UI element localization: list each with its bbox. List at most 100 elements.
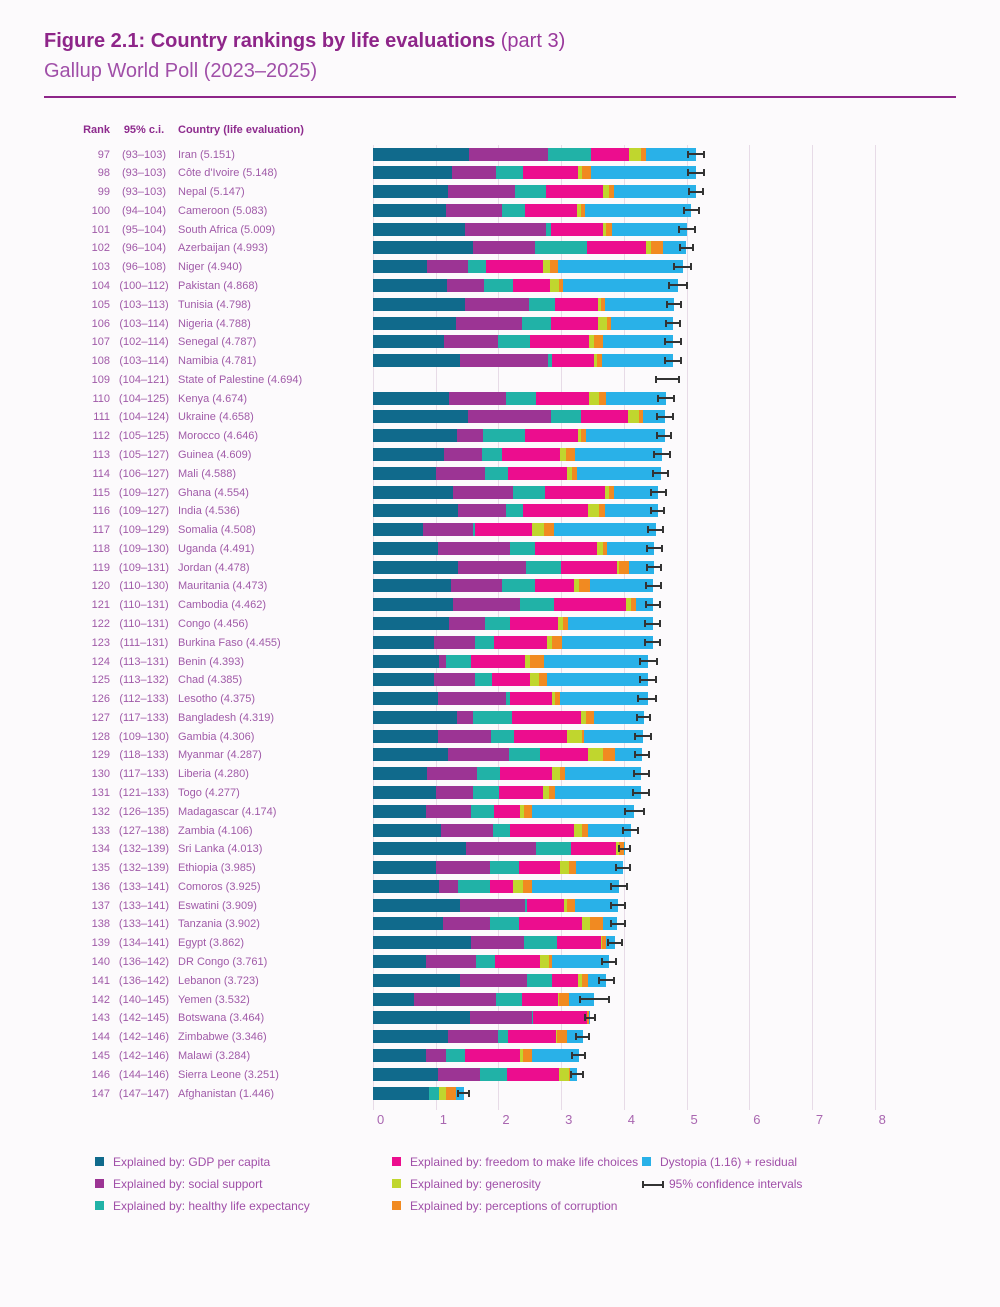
bar-segment-healthy [483, 278, 514, 292]
bar-segment-generosity [597, 541, 604, 555]
confidence-interval-whisker [665, 319, 682, 327]
bar-segment-dystopia [583, 729, 644, 743]
ci-cell: (118–133) [119, 749, 169, 762]
confidence-interval-whisker [646, 526, 665, 534]
bar-segment-corruption [524, 804, 533, 818]
bar-segment-corruption [551, 635, 563, 649]
whisker-line [579, 998, 610, 1001]
whisker-cap-right [690, 263, 693, 271]
whisker-cap-right [655, 657, 658, 665]
rank-cell: 140 [91, 956, 110, 969]
bar-segment-generosity [576, 203, 582, 217]
stacked-bar [373, 973, 607, 987]
confidence-interval-whisker [638, 676, 658, 684]
whisker-line [656, 415, 674, 418]
whisker-line [637, 697, 658, 700]
legend-item: Explained by: social support [95, 1177, 262, 1191]
legend-label: Explained by: healthy life expectancy [113, 1199, 310, 1213]
whisker-line [571, 1054, 587, 1057]
bar-segment-freedom [533, 1011, 587, 1025]
whisker-line [457, 1092, 470, 1094]
ci-cell: (142–145) [118, 1012, 170, 1025]
rank-cell: 97 [97, 148, 110, 161]
ci-cell: (117–133) [119, 768, 169, 781]
bar-segment-freedom [551, 973, 578, 987]
bar-segment-gdp [373, 635, 434, 649]
ci-cell: (136–142) [118, 974, 170, 987]
stacked-bar [373, 729, 644, 743]
rank-cell: 137 [91, 899, 110, 912]
confidence-interval-whisker [571, 1051, 587, 1059]
bar-segment-social [433, 673, 475, 687]
ci-cell: (132–139) [118, 843, 170, 856]
rank-cell: 143 [91, 1012, 110, 1025]
bar-segment-dystopia [562, 635, 653, 649]
rank-cell: 129 [91, 749, 110, 762]
country-cell: Eswatini (3.909) [178, 899, 257, 912]
bar-segment-corruption [603, 748, 615, 762]
whisker-cap-right [594, 1014, 597, 1022]
stacked-bar [373, 185, 696, 199]
bar-segment-social [414, 992, 496, 1006]
bar-segment-corruption [529, 654, 545, 668]
bar-segment-gdp [373, 692, 439, 706]
whisker-line [649, 509, 665, 512]
whisker-line [645, 547, 664, 550]
whisker-cap-right [623, 920, 626, 928]
bar-segment-corruption [572, 466, 577, 480]
stacked-bar [373, 203, 692, 217]
bar-segment-freedom [535, 579, 574, 593]
ci-cell: (95–104) [121, 223, 167, 236]
whisker-line [649, 491, 668, 494]
country-cell: South Africa (5.009) [178, 223, 276, 236]
bar-segment-social [433, 635, 476, 649]
rank-cell: 120 [91, 580, 110, 593]
bar-segment-generosity [598, 316, 608, 330]
whisker-cap-left [614, 864, 617, 872]
bar-segment-generosity [559, 1067, 570, 1081]
stacked-bar [373, 166, 696, 180]
bar-segment-generosity [604, 485, 610, 499]
bar-segment-healthy [505, 504, 523, 518]
bar-segment-dystopia [532, 804, 635, 818]
rank-cell: 110 [92, 392, 110, 405]
bar-segment-social [439, 654, 446, 668]
bar-segment-social [464, 297, 530, 311]
whisker-cap-left [656, 413, 659, 421]
whisker-line [687, 190, 704, 193]
bar-segment-generosity [438, 1086, 446, 1100]
bar-segment-gdp [373, 241, 474, 255]
rank-cell: 134 [91, 843, 110, 856]
bar-segment-gdp [373, 823, 442, 837]
whisker-cap-right [662, 1181, 664, 1188]
confidence-interval-whisker [618, 845, 631, 853]
bar-segment-healthy [473, 523, 476, 537]
country-cell: India (4.536) [178, 505, 240, 518]
country-cell: Liberia (4.280) [178, 768, 249, 781]
bar-segment-healthy [551, 410, 581, 424]
ci-cell: (109–130) [118, 542, 170, 555]
bar-segment-freedom [551, 354, 595, 368]
bar-segment-social [436, 861, 490, 875]
rank-cell: 106 [91, 317, 110, 330]
whisker-cap-left [656, 432, 659, 440]
stacked-bar [373, 992, 595, 1006]
bar-segment-gdp [373, 391, 449, 405]
whisker-line [678, 246, 694, 249]
bar-segment-freedom [475, 523, 533, 537]
bar-segment-freedom [540, 748, 589, 762]
whisker-cap-right [588, 1033, 591, 1041]
confidence-interval-whisker [639, 657, 658, 665]
whisker-cap-left [668, 281, 671, 289]
bar-segment-gdp [373, 523, 423, 537]
ci-cell: (117–133) [119, 711, 169, 724]
bar-segment-dystopia [575, 447, 662, 461]
bar-segment-dystopia [642, 410, 666, 424]
bar-segment-freedom [492, 673, 530, 687]
bar-segment-healthy [468, 260, 486, 274]
stacked-bar [373, 1030, 584, 1044]
bar-segment-corruption [600, 297, 605, 311]
country-cell: Comoros (3.925) [178, 880, 261, 893]
whisker-cap-left [646, 526, 649, 534]
bar-segment-healthy [505, 692, 510, 706]
